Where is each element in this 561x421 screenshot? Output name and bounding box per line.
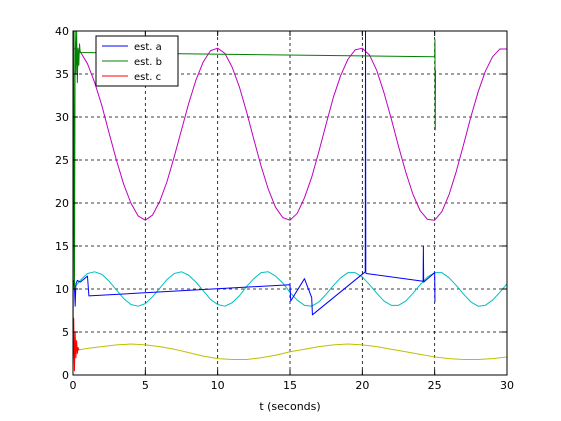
y-tick-label: 0 bbox=[62, 369, 69, 382]
y-tick-label: 25 bbox=[55, 154, 69, 167]
x-tick-label: 20 bbox=[355, 379, 369, 392]
y-tick-label: 5 bbox=[62, 326, 69, 339]
y-tick-label: 40 bbox=[55, 25, 69, 38]
y-tick-label: 35 bbox=[55, 68, 69, 81]
legend-label-est-a: est. a bbox=[134, 42, 162, 53]
y-tick-label: 30 bbox=[55, 111, 69, 124]
x-axis-label: t (seconds) bbox=[259, 400, 320, 413]
ticks: 0 5 10 15 20 25 30 0 5 10 15 20 25 30 35 40 bbox=[55, 25, 514, 392]
series-line-sinusoid-upper bbox=[72, 47, 507, 221]
y-tick-label: 15 bbox=[55, 240, 69, 253]
y-tick-label: 10 bbox=[55, 283, 69, 296]
series-group bbox=[72, 30, 508, 376]
x-tick-label: 15 bbox=[283, 379, 297, 392]
x-tick-label: 25 bbox=[428, 379, 442, 392]
x-tick-label: 10 bbox=[211, 379, 225, 392]
series-line-est-c bbox=[72, 317, 80, 372]
x-tick-label: 30 bbox=[500, 379, 514, 392]
legend: est. a est. b est. c bbox=[95, 35, 179, 87]
legend-label-est-b: est. b bbox=[134, 57, 162, 68]
series-line-est-a bbox=[72, 30, 436, 316]
legend-label-est-c: est. c bbox=[134, 72, 161, 83]
x-tick-label: 5 bbox=[142, 379, 149, 392]
series-line-sinusoid-lower bbox=[72, 343, 508, 361]
y-tick-label: 20 bbox=[55, 197, 69, 210]
x-tick-label: 0 bbox=[70, 379, 77, 392]
